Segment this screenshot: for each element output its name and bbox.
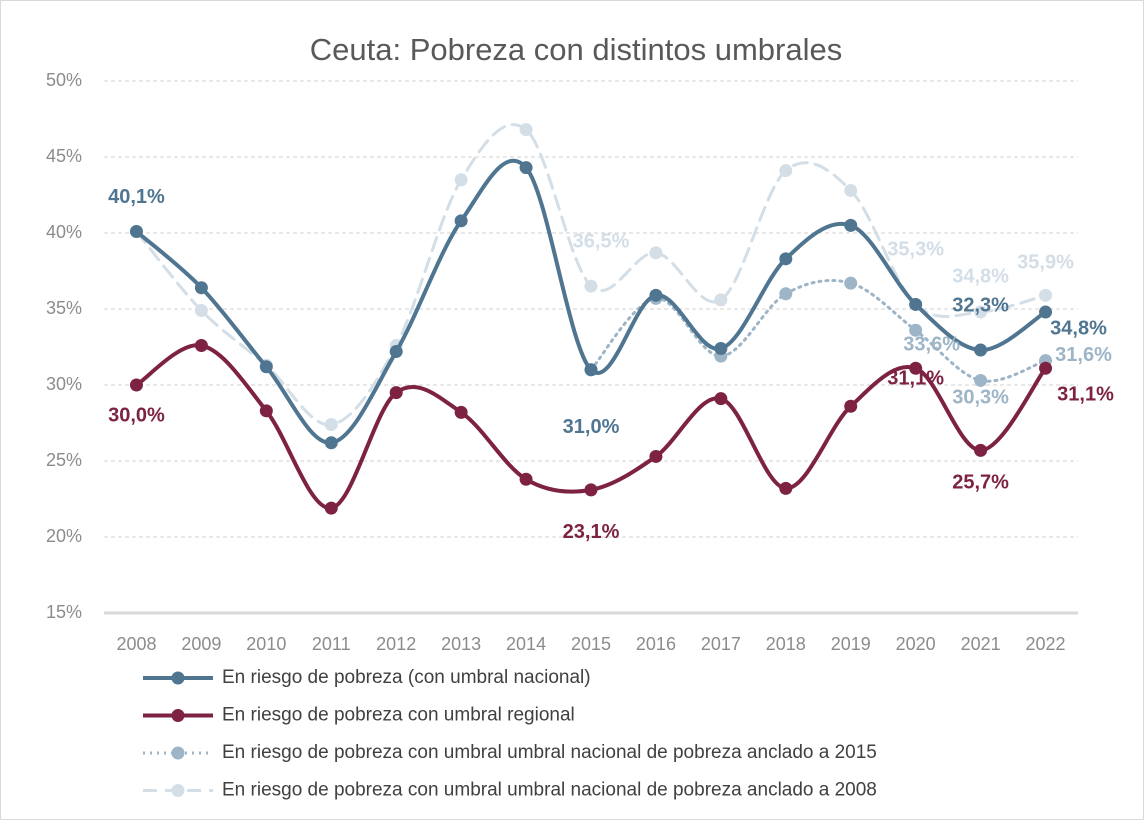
legend-label: En riesgo de pobreza con umbral umbral n… [222,780,877,801]
data-point [324,436,338,450]
data-point [974,443,988,457]
x-tick-label: 2016 [636,634,676,654]
data-label: 40,1% [108,186,165,208]
data-point [909,323,923,337]
chart-title: Ceuta: Pobreza con distintos umbrales [310,32,842,67]
data-point [389,386,403,400]
y-tick-label: 35% [46,298,82,318]
x-tick-label: 2011 [312,634,351,654]
data-point [974,305,988,319]
data-label: 25,7% [952,472,1009,494]
data-point [974,373,988,387]
data-point [779,287,793,301]
series-line [134,158,1048,445]
x-tick-label: 2008 [116,634,156,654]
data-label: 35,3% [887,239,944,261]
data-point [129,224,143,238]
x-tick-label: 2012 [376,634,416,654]
data-point [714,342,728,356]
x-tick-label: 2010 [246,634,286,654]
x-tick-label: 2013 [441,634,481,654]
data-point [389,345,403,359]
data-label: 31,0% [563,416,620,438]
data-point [1039,361,1053,375]
data-label: 23,1% [563,521,620,543]
y-tick-label: 30% [46,374,82,394]
data-label: 30,0% [108,404,165,426]
data-label: 31,6% [1055,344,1112,366]
data-point [714,293,728,307]
legend-marker [171,671,185,685]
data-point [909,297,923,311]
legend-marker [171,784,185,797]
data-point [194,304,208,318]
data-label: 34,8% [1050,317,1107,339]
data-label: 35,9% [1017,252,1074,274]
legend-label: En riesgo de pobreza con umbral umbral n… [222,742,877,763]
data-label: 31,1% [1057,384,1114,406]
data-point [454,214,468,228]
data-label: 30,3% [952,387,1009,409]
data-point [194,281,208,295]
data-point [909,361,923,375]
data-point [649,449,663,463]
y-tick-label: 45% [46,146,82,166]
data-label: 31,1% [887,368,944,390]
data-label: 36,5% [573,230,630,252]
data-point [649,246,663,260]
data-point [519,123,533,137]
legend-label: En riesgo de pobreza (con umbral naciona… [222,667,591,688]
x-tick-label: 2020 [896,634,936,654]
y-tick-label: 20% [46,526,82,546]
x-tick-label: 2014 [506,634,546,654]
data-point [844,276,858,290]
data-point [779,481,793,495]
data-point [129,378,143,392]
y-tick-label: 15% [46,602,82,622]
data-point [454,405,468,419]
data-point [519,161,533,175]
x-tick-label: 2017 [701,634,741,654]
data-point [1039,305,1053,319]
data-point [519,472,533,486]
data-point [844,218,858,232]
data-point [454,173,468,187]
data-point [714,392,728,406]
y-tick-label: 50% [46,70,82,90]
data-label: 33,6% [903,334,960,356]
data-point [844,183,858,197]
data-point [974,343,988,357]
data-point [259,404,273,418]
data-point [194,338,208,352]
x-tick-label: 2021 [961,634,1001,654]
data-point [649,288,663,302]
x-tick-label: 2015 [571,634,611,654]
data-point [584,279,598,293]
data-label: 32,3% [952,294,1009,316]
data-point [324,418,338,432]
data-label: 34,8% [952,265,1009,287]
x-tick-label: 2009 [181,634,221,654]
data-point [844,399,858,413]
data-point [779,164,793,178]
x-tick-label: 2018 [766,634,806,654]
data-point [779,252,793,266]
data-point [1039,288,1053,302]
y-tick-label: 25% [46,450,82,470]
legend-marker [171,746,185,760]
data-point [584,483,598,497]
x-tick-label: 2022 [1026,634,1066,654]
data-point [584,363,598,377]
data-point [324,501,338,515]
y-tick-label: 40% [46,222,82,242]
legend-marker [171,709,185,722]
x-tick-label: 2019 [831,634,871,654]
data-point [259,360,273,374]
series-line [134,123,1048,427]
legend-label: En riesgo de pobreza con umbral regional [222,705,575,726]
